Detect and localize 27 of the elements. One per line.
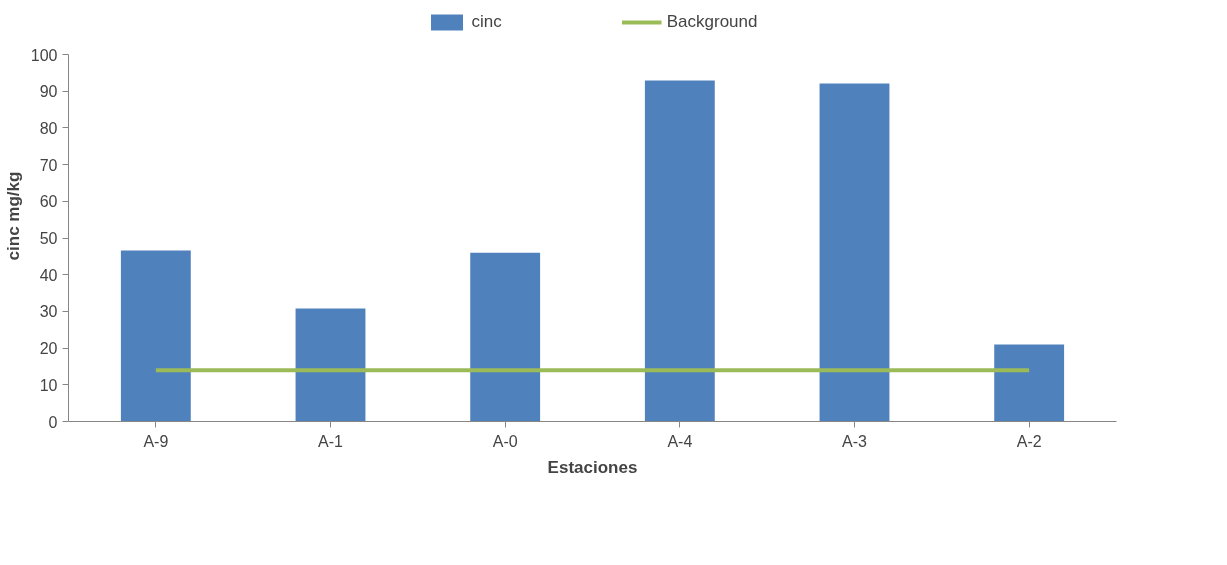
y-tick-label: 10: [39, 376, 58, 394]
bar: [120, 250, 191, 422]
y-tick-label: 20: [39, 340, 58, 358]
y-tick-label: 40: [39, 266, 58, 284]
bar: [994, 344, 1065, 422]
bar: [295, 308, 366, 422]
bar: [470, 252, 541, 422]
y-tick-label: 30: [39, 303, 58, 321]
y-tick-label: 60: [39, 193, 58, 211]
y-tick-label: 90: [39, 83, 58, 101]
legend-label: cinc: [471, 12, 502, 32]
y-tick-label: 70: [39, 156, 58, 174]
legend-label: Background: [666, 12, 758, 32]
bar: [819, 83, 890, 422]
x-tick-label: A-1: [318, 432, 344, 450]
bar: [644, 80, 715, 422]
y-tick-label: 80: [39, 119, 58, 137]
x-tick-label: A-4: [667, 432, 693, 450]
x-tick-label: A-2: [1016, 432, 1042, 450]
x-tick-label: A-3: [842, 432, 868, 450]
y-tick-label: 0: [48, 413, 58, 431]
y-axis-title: cinc mg/kg: [3, 171, 23, 261]
x-axis-title: Estaciones: [547, 457, 638, 477]
y-tick-label: 50: [39, 230, 58, 248]
x-tick-label: A-9: [143, 432, 169, 450]
x-tick-label: A-0: [492, 432, 518, 450]
y-tick-label: 100: [30, 46, 58, 64]
